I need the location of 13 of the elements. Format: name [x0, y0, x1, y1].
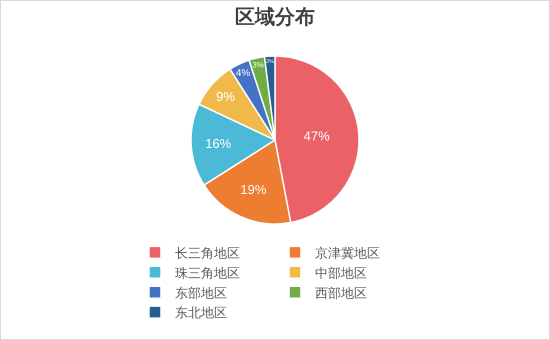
legend-label: 东部地区 [175, 285, 227, 300]
legend-label: 京津冀地区 [315, 245, 380, 260]
chart-title: 区域分布 [235, 6, 315, 28]
data-label: 19% [240, 182, 267, 197]
legend-label: 珠三角地区 [175, 265, 240, 280]
legend-label: 中部地区 [315, 265, 367, 280]
data-label: 16% [205, 136, 232, 152]
legend-label: 东北地区 [175, 305, 227, 320]
legend-label: 长三角地区 [175, 245, 240, 260]
legend-label: 西部地区 [315, 285, 367, 300]
data-label: 4% [236, 68, 250, 79]
data-label: 47% [304, 128, 330, 144]
data-label: 9% [216, 89, 236, 104]
